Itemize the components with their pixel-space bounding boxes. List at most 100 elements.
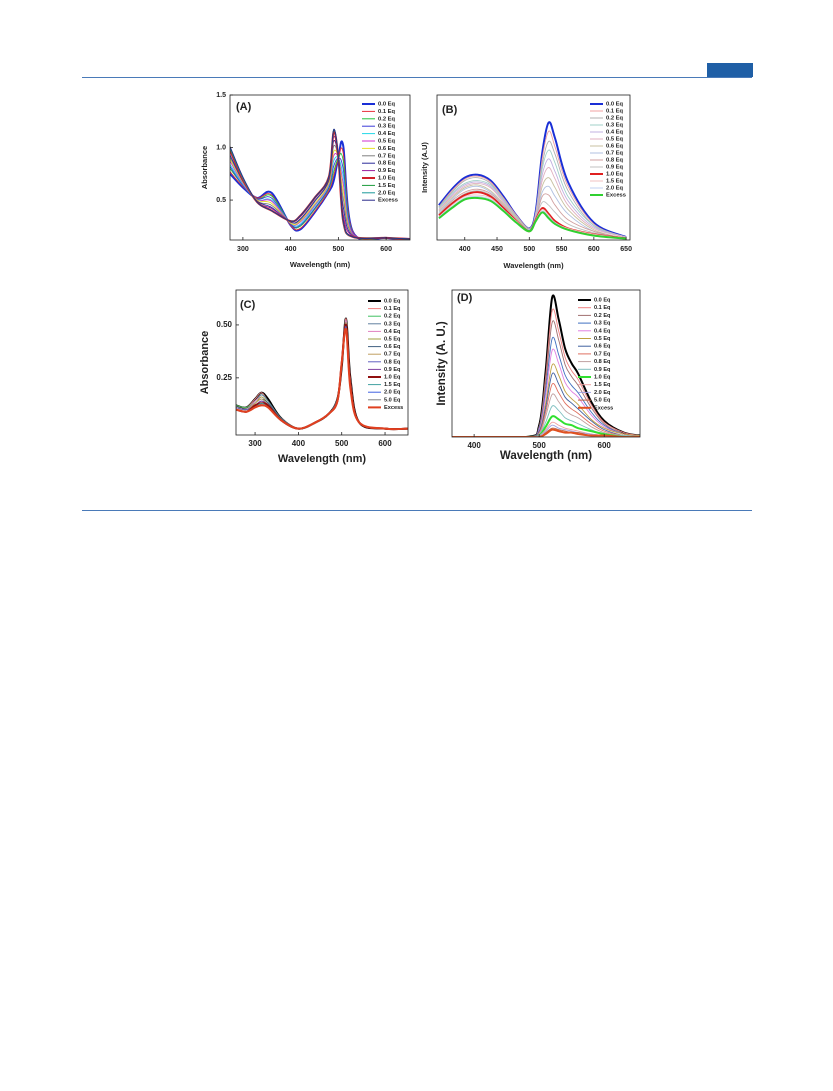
spectrum-line [236, 320, 408, 430]
legend-label: 1.0 Eq [594, 374, 611, 380]
y-tick-label: 1.5 [216, 92, 226, 99]
legend-label: 0.8 Eq [378, 161, 396, 167]
legend-label: 0.0 Eq [606, 102, 624, 108]
spectrum-line [236, 326, 408, 430]
legend-label: 0.6 Eq [384, 344, 401, 350]
legend-label: 0.6 Eq [594, 344, 611, 350]
x-tick-label: 650 [620, 246, 632, 253]
spectrum-line [452, 372, 640, 437]
legend-label: 0.2 Eq [606, 116, 624, 122]
legend-label: 0.0 Eq [384, 298, 401, 304]
legend-label: 0.6 Eq [378, 146, 396, 152]
spectrum-line [230, 128, 410, 240]
legend-label: 1.5 Eq [594, 382, 611, 388]
spectrum-line [236, 320, 408, 430]
legend-label: Excess [384, 405, 403, 411]
legend-label: 1.5 Eq [378, 183, 396, 189]
y-axis-label: Intensity (A. U.) [436, 321, 448, 406]
legend-label: 0.7 Eq [606, 151, 624, 157]
legend-label: 0.4 Eq [384, 329, 401, 335]
spectrum-line [438, 140, 627, 238]
legend-label: 0.9 Eq [606, 165, 624, 171]
legend-label: Excess [594, 405, 613, 411]
legend-label: 0.6 Eq [606, 144, 624, 150]
plot-frame [451, 289, 641, 438]
legend-label: 0.2 Eq [378, 116, 396, 122]
legend-label: 0.0 Eq [594, 297, 611, 303]
spectrum-line [236, 318, 408, 430]
y-axis-label: Intensity (A.U) [420, 142, 429, 193]
legend-label: 0.3 Eq [606, 123, 624, 129]
spectrum-line [236, 322, 408, 430]
x-tick-label: 600 [588, 246, 600, 253]
legend-label: 5.0 Eq [384, 397, 401, 403]
legend-label: 0.2 Eq [384, 314, 401, 320]
y-axis-label: Absorbance [199, 331, 211, 395]
plot-lines [452, 294, 640, 437]
spectrum-line [438, 196, 627, 240]
spectrum-line [236, 323, 408, 431]
legend-label: 2.0 Eq [606, 186, 624, 192]
spectrum-line [236, 324, 408, 430]
legend-label: 0.1 Eq [384, 306, 401, 312]
x-tick-label: 600 [598, 441, 612, 450]
legend-label: 0.7 Eq [384, 352, 401, 358]
spectrum-line [452, 348, 640, 437]
legend-label: 1.0 Eq [384, 374, 401, 380]
legend-label: 1.0 Eq [606, 172, 624, 178]
legend-label: 0.9 Eq [594, 367, 611, 373]
plot-lines [438, 121, 627, 240]
legend-label: 1.0 Eq [378, 176, 396, 182]
spectrum-line [452, 308, 640, 437]
legend-label: 0.1 Eq [378, 109, 396, 115]
panel-title: (C) [240, 299, 256, 311]
legend-label: 0.5 Eq [384, 336, 401, 342]
x-tick-label: 550 [556, 246, 568, 253]
legend-label: 2.0 Eq [594, 390, 611, 396]
y-tick-label: 0.50 [216, 320, 232, 329]
spectrum-line [230, 157, 410, 240]
x-tick-label: 450 [491, 246, 503, 253]
spectrum-line [452, 336, 640, 437]
legend-label: 0.4 Eq [606, 130, 624, 136]
panel-title: (A) [236, 101, 252, 113]
legend-label: 1.5 Eq [384, 382, 401, 388]
x-tick-label: 300 [248, 439, 262, 448]
spectrum-line [236, 326, 408, 430]
x-tick-label: 400 [285, 246, 297, 253]
x-tick-label: 400 [459, 246, 471, 253]
x-tick-label: 600 [378, 439, 392, 448]
header-tab [707, 63, 753, 77]
legend-label: 0.4 Eq [378, 131, 396, 137]
legend-label: Excess [606, 193, 626, 199]
legend-label: 0.2 Eq [594, 313, 611, 319]
legend-label: 1.5 Eq [606, 179, 624, 185]
x-tick-label: 500 [333, 246, 345, 253]
legend-label: 0.5 Eq [606, 137, 624, 143]
legend-label: 2.0 Eq [384, 390, 401, 396]
x-axis-label: Wavelength (nm) [503, 261, 564, 270]
legend-label: 0.7 Eq [594, 351, 611, 357]
legend-label: Excess [378, 198, 398, 204]
spectrum-line [438, 185, 627, 239]
spectrum-line [236, 322, 408, 430]
panel-title: (B) [442, 104, 458, 116]
spectrum-line [236, 322, 408, 430]
plot-frame [229, 94, 411, 241]
x-tick-label: 600 [380, 246, 392, 253]
y-axis-label: Absorbance [200, 146, 209, 189]
legend-label: 0.7 Eq [378, 153, 396, 159]
legend-label: 0.8 Eq [384, 359, 401, 365]
x-tick-label: 500 [335, 439, 349, 448]
y-tick-label: 1.0 [216, 144, 226, 151]
legend-label: 0.5 Eq [378, 139, 396, 145]
legend-label: 0.5 Eq [594, 336, 611, 342]
legend-label: 0.4 Eq [594, 328, 611, 334]
plot-frame [436, 94, 631, 241]
legend-label: 0.1 Eq [606, 109, 624, 115]
x-tick-label: 400 [467, 441, 481, 450]
x-tick-label: 400 [292, 439, 306, 448]
spectrum-line [452, 320, 640, 437]
plot-frame [235, 289, 409, 436]
